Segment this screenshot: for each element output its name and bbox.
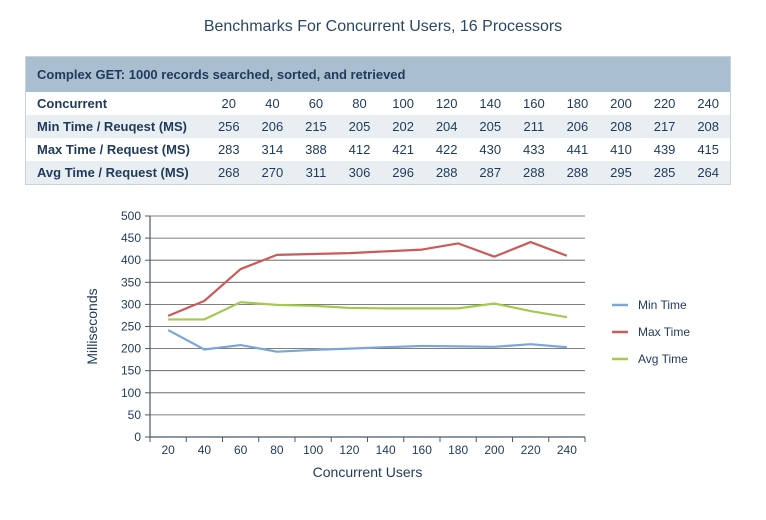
y-tick-label: 0 xyxy=(134,430,141,444)
table-cell: 60 xyxy=(294,92,338,115)
table-cell: 205 xyxy=(337,115,382,138)
table-cell: 40 xyxy=(250,92,295,115)
table-cell: 220 xyxy=(642,92,687,115)
table-cell: 288 xyxy=(424,161,469,184)
x-tick-label: 40 xyxy=(198,443,212,457)
x-tick-label: 160 xyxy=(412,443,432,457)
table-cell: 20 xyxy=(207,92,251,115)
table-cell: 256 xyxy=(207,115,251,138)
legend-label-max: Max Time xyxy=(638,325,690,339)
y-axis-title: Milliseconds xyxy=(84,288,100,364)
table-cell: 240 xyxy=(686,92,730,115)
table-cell: 388 xyxy=(294,138,338,161)
legend-label-avg: Avg Time xyxy=(638,352,688,366)
x-tick-label: 140 xyxy=(376,443,396,457)
table-cell: 206 xyxy=(555,115,600,138)
y-tick-label: 450 xyxy=(121,231,141,245)
x-tick-label: 180 xyxy=(448,443,468,457)
x-tick-label: 60 xyxy=(234,443,248,457)
table-cell: 412 xyxy=(337,138,382,161)
table-cell: 410 xyxy=(599,138,643,161)
table-cell: 295 xyxy=(599,161,643,184)
table-cell: 264 xyxy=(686,161,730,184)
table-cell: 422 xyxy=(424,138,469,161)
row-label: Concurrent xyxy=(26,92,207,115)
table-cell: 270 xyxy=(250,161,295,184)
x-tick-label: 200 xyxy=(484,443,504,457)
x-axis-title: Concurrent Users xyxy=(313,464,423,480)
table-cell: 205 xyxy=(468,115,513,138)
table-cell: 433 xyxy=(512,138,556,161)
table-cell: 314 xyxy=(250,138,295,161)
table-cell: 140 xyxy=(468,92,513,115)
y-tick-label: 350 xyxy=(121,275,141,289)
series-line-avg xyxy=(168,301,568,321)
page-title: Benchmarks For Concurrent Users, 16 Proc… xyxy=(203,18,563,35)
y-tick-label: 250 xyxy=(121,320,141,334)
table-cell: 441 xyxy=(555,138,600,161)
table-cell: 430 xyxy=(468,138,513,161)
y-tick-label: 50 xyxy=(128,408,142,422)
table-cell: 160 xyxy=(512,92,556,115)
table-grid: Concurrent 20 40 60 80 100 120 140 160 180 200 220 2… xyxy=(26,92,730,184)
y-tick-label: 400 xyxy=(121,253,141,267)
table-cell: 288 xyxy=(555,161,600,184)
benchmark-table: Complex GET: 1000 records searched, sort… xyxy=(25,56,731,185)
table-cell: 287 xyxy=(468,161,513,184)
series-line-min xyxy=(167,329,567,353)
x-tick-label: 240 xyxy=(557,443,577,457)
table-cell: 180 xyxy=(555,92,600,115)
x-tick-label: 20 xyxy=(161,443,175,457)
row-label: Avg Time / Request (MS) xyxy=(26,161,207,184)
row-label: Min Time / Reuqest (MS) xyxy=(26,115,207,138)
table-row: Avg Time / Request (MS) 268 270 311 306 296 28… xyxy=(26,161,730,184)
table-cell: 204 xyxy=(424,115,469,138)
table-cell: 296 xyxy=(381,161,425,184)
x-tick-label: 100 xyxy=(303,443,323,457)
x-tick-label: 220 xyxy=(521,443,541,457)
table-cell: 421 xyxy=(381,138,425,161)
table-caption: Complex GET: 1000 records searched, sort… xyxy=(26,57,730,92)
legend-label-min: Min Time xyxy=(638,298,687,312)
table-cell: 285 xyxy=(642,161,687,184)
y-tick-label: 200 xyxy=(121,342,141,356)
table-cell: 215 xyxy=(294,115,338,138)
table-cell: 206 xyxy=(250,115,295,138)
table-cell: 200 xyxy=(599,92,643,115)
series-line-max xyxy=(167,240,568,317)
x-tick-label: 120 xyxy=(339,443,359,457)
table-cell: 202 xyxy=(381,115,425,138)
row-label: Max Time / Request (MS) xyxy=(26,138,207,161)
y-tick-label: 500 xyxy=(121,209,141,223)
y-tick-label: 100 xyxy=(121,386,141,400)
table-cell: 211 xyxy=(512,115,556,138)
table-cell: 306 xyxy=(337,161,382,184)
y-tick-label: 150 xyxy=(121,364,141,378)
table-cell: 100 xyxy=(381,92,425,115)
table-cell: 288 xyxy=(512,161,556,184)
table-cell: 268 xyxy=(207,161,251,184)
table-cell: 217 xyxy=(642,115,687,138)
table-cell: 208 xyxy=(686,115,730,138)
table-cell: 311 xyxy=(294,161,338,184)
table-row: Min Time / Reuqest (MS) 256 206 215 205 202 20… xyxy=(26,115,730,138)
table-cell: 120 xyxy=(424,92,469,115)
header-row: Concurrent 20 40 60 80 100 120 140 160 180 200 220 2… xyxy=(26,92,730,115)
y-tick-label: 300 xyxy=(121,297,141,311)
x-tick-label: 80 xyxy=(270,443,284,457)
table-row: Max Time / Request (MS) 283 314 388 412 421 42… xyxy=(26,138,730,161)
table-cell: 415 xyxy=(686,138,730,161)
table-cell: 439 xyxy=(642,138,687,161)
table-cell: 80 xyxy=(337,92,382,115)
table-cell: 208 xyxy=(599,115,643,138)
table-cell: 283 xyxy=(207,138,251,161)
